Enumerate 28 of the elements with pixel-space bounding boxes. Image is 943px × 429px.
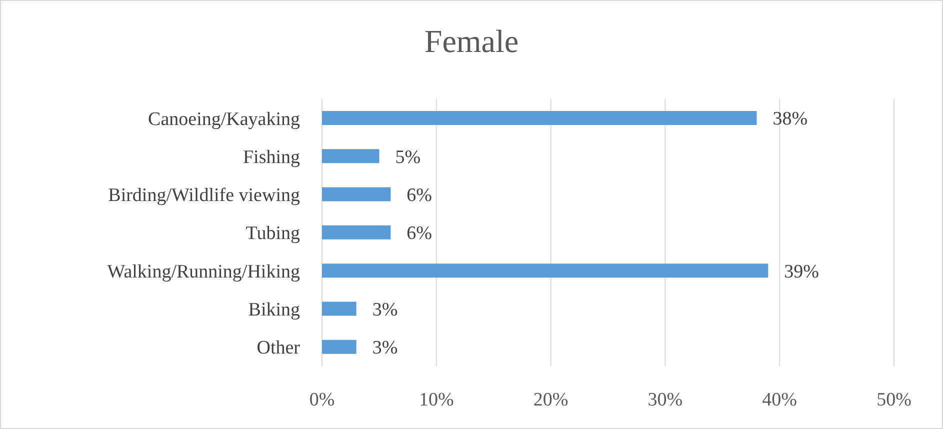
bar (322, 111, 757, 125)
data-label: 39% (784, 261, 820, 282)
y-tick-label: Birding/Wildlife viewing (108, 185, 300, 206)
y-tick-label: Walking/Running/Hiking (107, 261, 300, 282)
bar (322, 264, 768, 278)
data-label: 6% (406, 223, 432, 244)
x-tick-label: 50% (876, 389, 912, 410)
data-label: 5% (395, 146, 421, 168)
y-tick-label: Fishing (242, 146, 300, 168)
bar (322, 340, 356, 354)
x-tick-label: 30% (648, 389, 683, 410)
y-tick-label: Biking (248, 300, 300, 321)
bar (322, 302, 356, 316)
y-tick-label: Canoeing/Kayaking (148, 108, 300, 130)
chart-title: Female (423, 23, 520, 60)
bar (322, 225, 391, 240)
bar (322, 187, 391, 202)
data-label: 3% (372, 338, 398, 359)
data-label: 38% (772, 108, 808, 130)
data-label: 6% (406, 185, 432, 206)
x-tick-label: 20% (533, 389, 568, 410)
data-label: 3% (372, 299, 398, 320)
y-tick-label: Other (256, 338, 301, 359)
x-tick-label: 40% (762, 389, 798, 410)
bar (322, 149, 380, 164)
y-tick-label: Tubing (246, 223, 300, 244)
x-tick-label: 10% (418, 389, 454, 410)
x-tick-label: 0% (309, 389, 335, 410)
